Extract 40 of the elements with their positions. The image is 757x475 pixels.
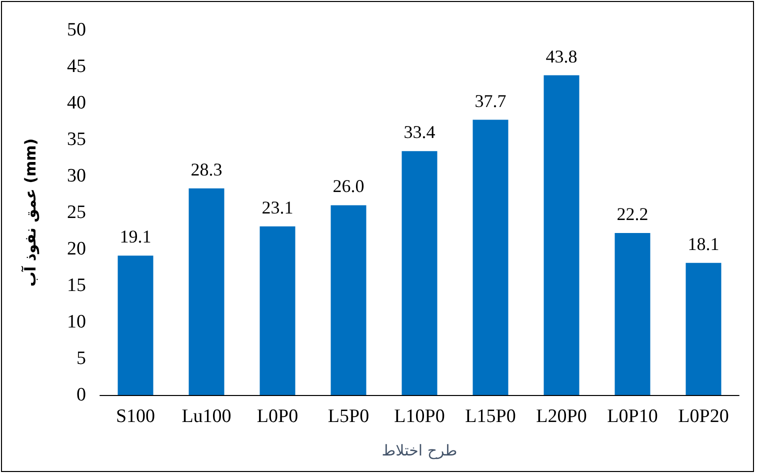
y-tick-label: 25 — [67, 202, 86, 223]
bar — [188, 188, 224, 395]
y-tick-label: 0 — [76, 384, 86, 406]
y-axis-title: عمق نفوذ آب (mm) — [20, 138, 40, 287]
y-tick-label: 5 — [76, 348, 86, 369]
bar — [402, 151, 438, 395]
data-label: 33.4 — [404, 122, 436, 142]
x-tick-label: L0P0 — [256, 406, 298, 427]
x-tick-label: L20P0 — [536, 406, 587, 427]
bar — [472, 120, 508, 395]
x-tick-label: L10P0 — [394, 406, 445, 427]
data-label: 18.1 — [688, 234, 720, 254]
y-tick-label: 30 — [67, 166, 86, 186]
data-label: 22.2 — [616, 204, 648, 224]
y-tick-label: 10 — [67, 312, 86, 332]
bar — [686, 262, 722, 395]
x-tick-label: L5P0 — [328, 406, 370, 427]
bar — [330, 205, 366, 395]
data-label: 43.8 — [546, 46, 578, 66]
y-tick-label: 35 — [67, 129, 86, 150]
x-tick-label: L15P0 — [465, 406, 516, 427]
x-tick-label: Lu100 — [182, 406, 232, 427]
data-label: 28.3 — [190, 159, 222, 180]
x-axis-title: طرح اختلاط — [382, 442, 458, 460]
data-label: 19.1 — [120, 226, 152, 247]
bar — [260, 226, 296, 395]
x-tick-label: L0P20 — [678, 406, 729, 427]
data-label: 23.1 — [262, 197, 294, 218]
data-label: 37.7 — [474, 90, 506, 111]
y-tick-label: 45 — [67, 56, 86, 77]
x-tick-label: L0P10 — [607, 406, 658, 427]
data-label: 26.0 — [332, 176, 364, 196]
y-tick-label: 40 — [67, 92, 86, 114]
y-tick-label: 20 — [67, 238, 86, 260]
y-tick-label: 15 — [67, 275, 86, 296]
y-tick-label: 50 — [67, 20, 86, 40]
bar — [544, 75, 580, 395]
bar — [614, 232, 650, 395]
bar — [118, 256, 154, 395]
x-tick-label: S100 — [116, 406, 156, 427]
